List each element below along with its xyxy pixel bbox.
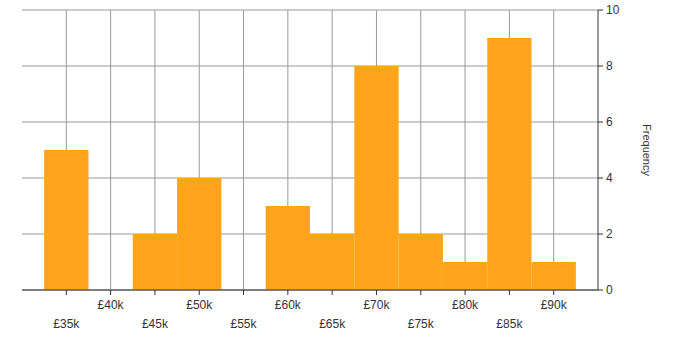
- x-tick-label: £75k: [408, 317, 435, 331]
- x-tick: [509, 290, 510, 295]
- x-tick-label: £65k: [319, 317, 346, 331]
- grid: [22, 10, 598, 290]
- y-tick: [598, 234, 603, 235]
- bar: [443, 262, 487, 290]
- axes: £35k £40k £45k £50k £55k £60k £65k £70k £75k £80k…: [22, 3, 620, 331]
- y-tick-label: 2: [606, 227, 613, 241]
- x-tick-label: £90k: [541, 298, 568, 312]
- y-grid-line: [22, 290, 598, 291]
- y-tick: [598, 66, 603, 67]
- y-tick: [598, 290, 603, 291]
- bar: [310, 234, 354, 290]
- bar: [266, 206, 310, 290]
- x-tick-label: £80k: [452, 298, 479, 312]
- y-tick: [598, 10, 603, 11]
- bars: [44, 38, 576, 290]
- bar: [399, 234, 443, 290]
- x-tick-label: £60k: [275, 298, 302, 312]
- bar: [177, 178, 221, 290]
- y-tick-label: 8: [606, 59, 613, 73]
- chart-svg: £35k £40k £45k £50k £55k £60k £65k £70k £75k £80k…: [0, 0, 700, 350]
- bar: [532, 262, 576, 290]
- y-tick-label: 10: [606, 3, 620, 17]
- x-tick: [376, 290, 377, 295]
- chart-container: £35k £40k £45k £50k £55k £60k £65k £70k £75k £80k…: [0, 0, 700, 350]
- x-tick: [154, 290, 155, 295]
- x-grid-line: [243, 10, 244, 290]
- x-tick: [243, 290, 244, 295]
- x-tick-label: £40k: [98, 298, 125, 312]
- y-tick-label: 0: [606, 283, 613, 297]
- x-tick: [553, 290, 554, 295]
- y-grid-line: [22, 10, 598, 11]
- x-axis-line: [22, 290, 598, 291]
- x-tick-label: £85k: [496, 317, 523, 331]
- y-tick-label: 4: [606, 171, 613, 185]
- bar: [133, 234, 177, 290]
- x-tick: [465, 290, 466, 295]
- x-grid-line: [553, 10, 554, 290]
- x-tick-label: £55k: [231, 317, 258, 331]
- x-tick: [66, 290, 67, 295]
- y-tick-label: 6: [606, 115, 613, 129]
- x-tick: [332, 290, 333, 295]
- x-tick-label: £50k: [186, 298, 213, 312]
- y-axis-label: Frequency: [641, 124, 653, 176]
- x-tick: [287, 290, 288, 295]
- x-tick: [110, 290, 111, 295]
- x-tick-label: £35k: [53, 317, 80, 331]
- x-tick-label: £70k: [363, 298, 390, 312]
- bar: [487, 38, 531, 290]
- y-tick: [598, 178, 603, 179]
- x-tick-label: £45k: [142, 317, 169, 331]
- y-axis-line: [598, 10, 599, 290]
- bar: [354, 66, 398, 290]
- x-grid-line: [110, 10, 111, 290]
- y-tick: [598, 122, 603, 123]
- x-grid-line: [465, 10, 466, 290]
- x-tick: [199, 290, 200, 295]
- x-tick: [420, 290, 421, 295]
- bar: [44, 150, 88, 290]
